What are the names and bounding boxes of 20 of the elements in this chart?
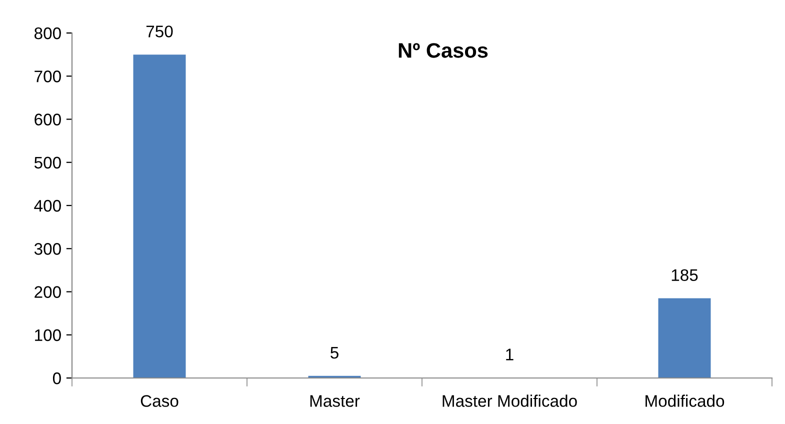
x-tick-label: Modificado xyxy=(646,394,724,407)
y-tick-label: 300 xyxy=(34,243,61,255)
y-tick-label: 400 xyxy=(34,200,61,212)
data-label: 185 xyxy=(672,269,698,282)
y-tick-label: 500 xyxy=(34,156,61,169)
data-label: 750 xyxy=(146,26,173,38)
y-tick-label: 100 xyxy=(35,329,61,342)
y-tick-label: 800 xyxy=(34,27,61,40)
data-label: 5 xyxy=(330,347,338,359)
x-tick-label: Caso xyxy=(140,395,178,407)
x-tick-label: Master Modificado xyxy=(442,394,577,407)
chart-title: Nº Casos xyxy=(398,43,488,58)
y-tick-label: 600 xyxy=(34,114,61,126)
y-tick-label: 700 xyxy=(34,70,61,82)
data-label: 1 xyxy=(506,348,514,360)
bar xyxy=(658,298,711,378)
bar xyxy=(133,54,186,378)
x-tick-label: Master xyxy=(310,395,360,407)
y-tick-label: 200 xyxy=(34,286,61,298)
y-tick-label: 0 xyxy=(52,372,61,384)
